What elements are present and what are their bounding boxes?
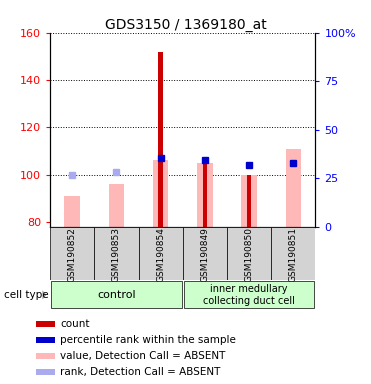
Bar xyxy=(286,149,301,227)
Text: GSM190854: GSM190854 xyxy=(156,227,165,282)
Bar xyxy=(184,281,315,308)
Text: rank, Detection Call = ABSENT: rank, Detection Call = ABSENT xyxy=(60,367,221,377)
Text: percentile rank within the sample: percentile rank within the sample xyxy=(60,335,236,345)
Bar xyxy=(203,161,207,227)
Text: cell type: cell type xyxy=(4,290,48,300)
Text: count: count xyxy=(60,319,90,329)
Bar xyxy=(51,281,182,308)
Text: GSM190849: GSM190849 xyxy=(200,227,209,282)
Bar xyxy=(183,227,227,280)
Bar xyxy=(36,353,55,359)
Text: control: control xyxy=(97,290,136,300)
Text: GSM190852: GSM190852 xyxy=(68,227,77,282)
Bar xyxy=(50,227,94,280)
Text: GDS3150 / 1369180_at: GDS3150 / 1369180_at xyxy=(105,18,266,32)
Text: GSM190851: GSM190851 xyxy=(289,227,298,282)
Bar xyxy=(247,175,251,227)
Text: inner medullary
collecting duct cell: inner medullary collecting duct cell xyxy=(203,284,295,306)
Bar xyxy=(241,175,257,227)
Text: value, Detection Call = ABSENT: value, Detection Call = ABSENT xyxy=(60,351,226,361)
Bar xyxy=(36,337,55,343)
Bar xyxy=(36,321,55,327)
Bar xyxy=(158,51,163,227)
Bar xyxy=(271,227,315,280)
Bar xyxy=(94,227,138,280)
Text: GSM190853: GSM190853 xyxy=(112,227,121,282)
Bar xyxy=(65,196,80,227)
Bar xyxy=(197,163,213,227)
Text: GSM190850: GSM190850 xyxy=(244,227,253,282)
Bar xyxy=(36,369,55,375)
Bar xyxy=(109,184,124,227)
Bar xyxy=(138,227,183,280)
Bar xyxy=(227,227,271,280)
Bar xyxy=(153,161,168,227)
